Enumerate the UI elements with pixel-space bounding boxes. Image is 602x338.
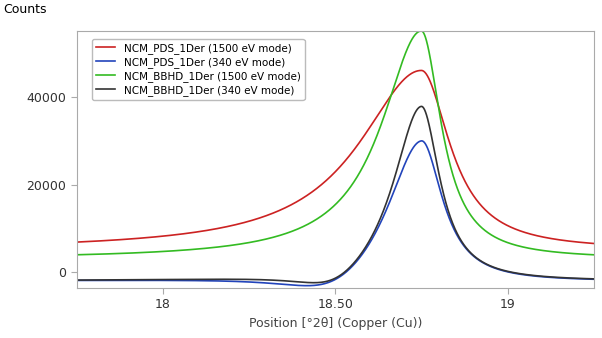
NCM_BBHD_1Der (340 eV mode) bbox=[294, 280, 301, 284]
NCM_PDS_1Der (340 eV mode) bbox=[294, 283, 301, 287]
NCM_BBHD_1Der (1500 eV mode) bbox=[524, 246, 532, 250]
NCM_PDS_1Der (340 eV mode) bbox=[272, 282, 279, 286]
Legend: NCM_PDS_1Der (1500 eV mode), NCM_PDS_1Der (340 eV mode), NCM_BBHD_1Der (1500 eV : NCM_PDS_1Der (1500 eV mode), NCM_PDS_1De… bbox=[92, 39, 305, 100]
NCM_BBHD_1Der (340 eV mode) bbox=[163, 277, 170, 282]
NCM_PDS_1Der (1500 eV mode) bbox=[524, 231, 532, 235]
NCM_PDS_1Der (1500 eV mode) bbox=[590, 241, 597, 245]
NCM_BBHD_1Der (340 eV mode) bbox=[132, 278, 139, 282]
NCM_PDS_1Der (340 eV mode) bbox=[163, 279, 170, 283]
NCM_BBHD_1Der (1500 eV mode) bbox=[73, 253, 80, 257]
Y-axis label: Counts: Counts bbox=[3, 3, 47, 16]
X-axis label: Position [°2θ] (Copper (Cu)): Position [°2θ] (Copper (Cu)) bbox=[249, 317, 422, 330]
NCM_PDS_1Der (1500 eV mode) bbox=[418, 68, 425, 72]
NCM_BBHD_1Der (340 eV mode) bbox=[310, 281, 317, 285]
NCM_PDS_1Der (1500 eV mode) bbox=[73, 240, 80, 244]
NCM_PDS_1Der (1500 eV mode) bbox=[163, 234, 170, 238]
NCM_PDS_1Der (340 eV mode) bbox=[524, 273, 532, 277]
NCM_PDS_1Der (340 eV mode) bbox=[73, 279, 80, 283]
NCM_PDS_1Der (1500 eV mode) bbox=[294, 199, 301, 203]
Line: NCM_BBHD_1Der (1500 eV mode): NCM_BBHD_1Der (1500 eV mode) bbox=[76, 31, 594, 255]
NCM_BBHD_1Der (340 eV mode) bbox=[524, 273, 532, 277]
NCM_BBHD_1Der (1500 eV mode) bbox=[294, 227, 301, 231]
NCM_BBHD_1Der (1500 eV mode) bbox=[418, 29, 425, 33]
NCM_PDS_1Der (1500 eV mode) bbox=[132, 237, 139, 241]
NCM_PDS_1Der (340 eV mode) bbox=[303, 284, 311, 288]
NCM_PDS_1Der (1500 eV mode) bbox=[580, 241, 588, 245]
NCM_BBHD_1Der (340 eV mode) bbox=[580, 276, 588, 281]
NCM_BBHD_1Der (340 eV mode) bbox=[590, 277, 597, 281]
NCM_BBHD_1Der (340 eV mode) bbox=[272, 278, 279, 282]
NCM_BBHD_1Der (1500 eV mode) bbox=[163, 249, 170, 253]
NCM_BBHD_1Der (1500 eV mode) bbox=[132, 251, 139, 255]
NCM_BBHD_1Der (1500 eV mode) bbox=[590, 253, 597, 257]
Line: NCM_BBHD_1Der (340 eV mode): NCM_BBHD_1Der (340 eV mode) bbox=[76, 106, 594, 283]
NCM_PDS_1Der (340 eV mode) bbox=[590, 277, 597, 281]
NCM_BBHD_1Der (340 eV mode) bbox=[73, 278, 80, 282]
NCM_PDS_1Der (340 eV mode) bbox=[418, 139, 425, 143]
NCM_BBHD_1Der (1500 eV mode) bbox=[580, 252, 588, 256]
NCM_BBHD_1Der (1500 eV mode) bbox=[272, 235, 279, 239]
Line: NCM_PDS_1Der (340 eV mode): NCM_PDS_1Der (340 eV mode) bbox=[76, 141, 594, 286]
Line: NCM_PDS_1Der (1500 eV mode): NCM_PDS_1Der (1500 eV mode) bbox=[76, 70, 594, 243]
NCM_PDS_1Der (340 eV mode) bbox=[132, 278, 139, 282]
NCM_PDS_1Der (1500 eV mode) bbox=[272, 210, 279, 214]
NCM_BBHD_1Der (340 eV mode) bbox=[418, 104, 425, 108]
NCM_PDS_1Der (340 eV mode) bbox=[580, 277, 588, 281]
